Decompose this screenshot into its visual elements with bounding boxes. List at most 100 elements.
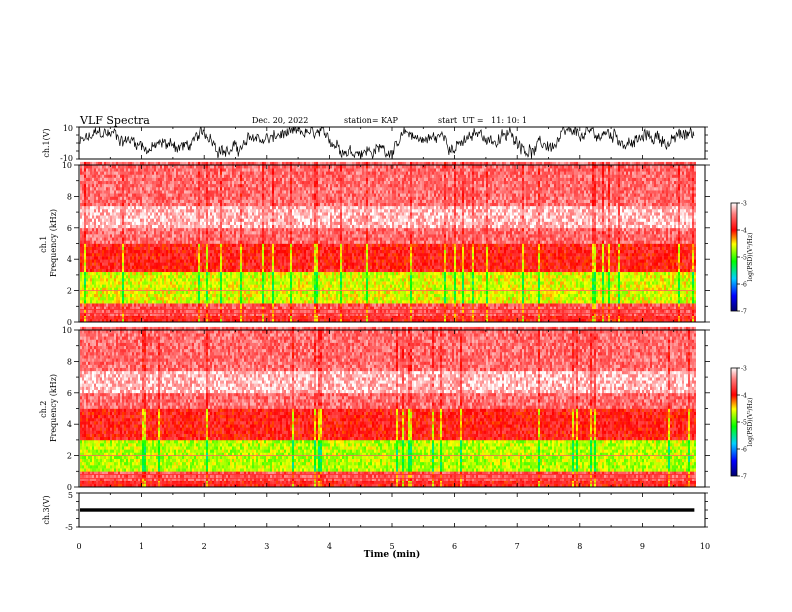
spectrogram-cell (134, 266, 136, 269)
spectrogram-cell (154, 272, 156, 275)
spectrogram-cell (216, 291, 218, 294)
spectrogram-cell (136, 178, 138, 181)
spectrogram-cell (136, 303, 138, 306)
spectrogram-cell (210, 212, 212, 215)
spectrogram-cell (108, 278, 110, 281)
spectrogram-cell (136, 212, 138, 215)
spectrogram-cell (138, 218, 140, 221)
spectrogram-cell (220, 262, 222, 265)
spectrogram-cell (146, 247, 148, 250)
spectrogram-cell (94, 231, 96, 234)
spectrogram-cell (104, 244, 106, 247)
spectrogram-cell (96, 225, 98, 228)
spectrogram-cell (92, 256, 94, 259)
spectrogram-cell (88, 281, 90, 284)
spectrogram-cell (128, 294, 130, 297)
spectrogram-cell (170, 266, 172, 269)
spectrogram-cell (222, 181, 224, 184)
spectrogram-cell (116, 231, 118, 234)
spectrogram-cell (148, 215, 150, 218)
spectrogram-cell (136, 272, 138, 275)
spectrogram-cell (190, 240, 192, 243)
spectrogram-cell (230, 187, 232, 190)
spectrogram-cell (116, 278, 118, 281)
spectrogram-cell (154, 256, 156, 259)
spectrogram-cell (216, 303, 218, 306)
spectrogram-cell (94, 240, 96, 243)
spectrogram-cell (88, 171, 90, 174)
spectrogram-cell (194, 171, 196, 174)
spectrogram-cell (234, 184, 236, 187)
spectrogram-cell (230, 215, 232, 218)
spectrogram-cell (126, 174, 128, 177)
spectrogram-cell (212, 244, 214, 247)
spectrogram-cell (96, 300, 98, 303)
spectrogram-cell (190, 187, 192, 190)
spectrogram-cell (134, 196, 136, 199)
spectrogram-cell (82, 316, 84, 319)
spectrogram-cell (206, 218, 208, 221)
spectrogram-cell (172, 200, 174, 203)
spectrogram-cell (146, 275, 148, 278)
spectrogram-cell (140, 291, 142, 294)
spectrogram-cell (194, 259, 196, 262)
spectrogram-cell (210, 262, 212, 265)
spectrogram-cell (116, 309, 118, 312)
spectrogram-cell (214, 203, 216, 206)
spectrogram-cell (192, 300, 194, 303)
spectrogram-cell (162, 291, 164, 294)
spectrogram-cell (98, 272, 100, 275)
spectrogram-cell (146, 240, 148, 243)
spectrogram-cell (130, 212, 132, 215)
spectrogram-cell (80, 250, 82, 253)
spectrogram-cell (106, 284, 108, 287)
spectrogram-cell (196, 309, 198, 312)
spectrogram-cell (212, 269, 214, 272)
spectrogram-cell (174, 203, 176, 206)
spectrogram-cell (80, 259, 82, 262)
spectrogram-cell (228, 303, 230, 306)
spectrogram-cell (208, 250, 210, 253)
spectrogram-cell (92, 165, 94, 168)
spectrogram-cell (102, 240, 104, 243)
spectrogram-cell (214, 266, 216, 269)
spectrogram-cell (146, 212, 148, 215)
spectrogram-cell (230, 281, 232, 284)
spectrogram-cell (164, 284, 166, 287)
spectrogram-cell (138, 168, 140, 171)
spectrogram-cell (138, 206, 140, 209)
spectrogram-cell (234, 247, 236, 250)
spectrogram-cell (134, 218, 136, 221)
spectrogram-cell (82, 225, 84, 228)
spectrogram-cell (148, 228, 150, 231)
spectrogram-cell (226, 240, 228, 243)
spectrogram-cell (168, 181, 170, 184)
spectrogram-cell (92, 297, 94, 300)
spectrogram-cell (232, 309, 234, 312)
spectrogram-cell (182, 244, 184, 247)
spectrogram-cell (218, 212, 220, 215)
spectrogram-cell (156, 303, 158, 306)
spectrogram-cell (184, 272, 186, 275)
spectrogram-cell (162, 203, 164, 206)
spectrogram-cell (198, 203, 200, 206)
spectrogram-cell (188, 203, 190, 206)
spectrogram-cell (170, 231, 172, 234)
spectrogram-cell (174, 193, 176, 196)
spectrogram-cell (160, 297, 162, 300)
spectrogram-cell (160, 212, 162, 215)
spectrogram-cell (216, 168, 218, 171)
spectrogram-cell (200, 184, 202, 187)
spectrogram-cell (84, 303, 86, 306)
spectrogram-cell (166, 168, 168, 171)
spectrogram-cell (132, 259, 134, 262)
spectrogram-cell (212, 309, 214, 312)
spectrogram-cell (116, 281, 118, 284)
spectrogram-cell (212, 215, 214, 218)
spectrogram-cell (130, 294, 132, 297)
spectrogram-cell (94, 278, 96, 281)
spectrogram-cell (174, 165, 176, 168)
spectrogram-cell (150, 275, 152, 278)
spectrogram-cell (176, 272, 178, 275)
spectrogram-cell (112, 281, 114, 284)
